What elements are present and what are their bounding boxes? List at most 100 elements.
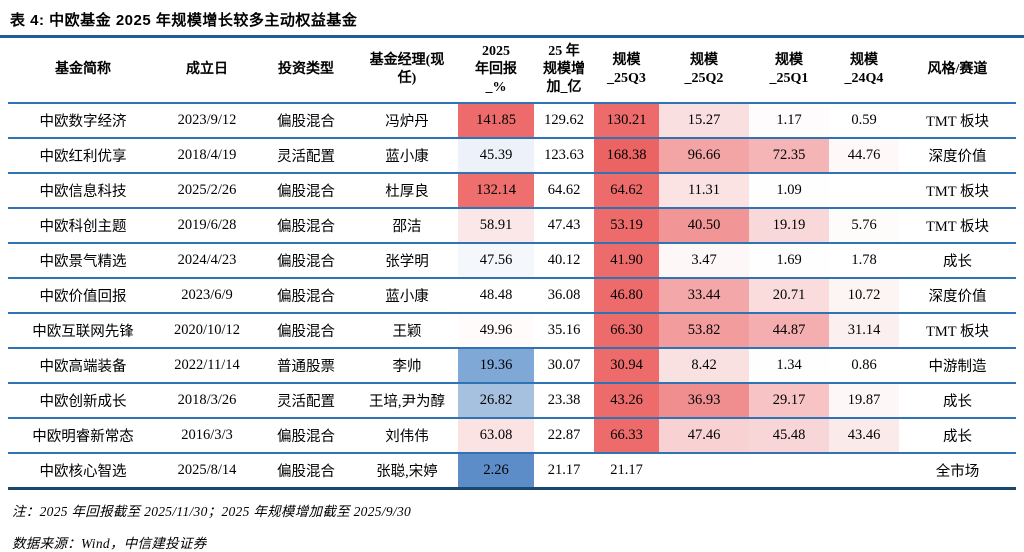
scale-25q1-cell: 29.17 — [749, 383, 829, 419]
scale-increase-2025-cell: 30.07 — [534, 348, 594, 384]
style-track-cell: 中游制造 — [899, 348, 1016, 384]
scale-increase-2025-cell: 23.38 — [534, 383, 594, 419]
return-2025-cell: 19.36 — [458, 348, 534, 384]
scale-increase-2025-cell: 123.63 — [534, 138, 594, 174]
return-2025-cell: 45.39 — [458, 138, 534, 174]
scale-increase-2025-cell: 21.17 — [534, 453, 594, 490]
col-header-fund-name: 基金简称 — [8, 38, 158, 104]
inception-date-cell: 2018/3/26 — [158, 383, 256, 419]
investment-type-cell: 偏股混合 — [256, 173, 356, 209]
style-track-cell: TMT 板块 — [899, 208, 1016, 244]
scale-24q4-cell: 1.78 — [829, 243, 899, 279]
scale-25q2-cell: 3.47 — [659, 243, 749, 279]
table-row: 中欧核心智选 2025/8/14 偏股混合 张聪,宋婷 2.26 21.17 21.17 全市… — [8, 453, 1016, 490]
table-row: 中欧明睿新常态 2016/3/3 偏股混合 刘伟伟 63.08 22.87 66.33 47.… — [8, 418, 1016, 454]
scale-25q2-cell: 47.46 — [659, 418, 749, 454]
style-track-cell: TMT 板块 — [899, 313, 1016, 349]
scale-25q3-cell: 53.19 — [594, 208, 659, 244]
fund-manager-cell: 王颖 — [356, 313, 458, 349]
inception-date-cell: 2018/4/19 — [158, 138, 256, 174]
scale-25q1-cell: 1.09 — [749, 173, 829, 209]
header-row: 基金简称 成立日 投资类型 基金经理(现 任) 2025 年回报 _% 25 年 规模增 … — [8, 38, 1016, 104]
return-2025-cell: 49.96 — [458, 313, 534, 349]
fund-manager-cell: 杜厚良 — [356, 173, 458, 209]
scale-24q4-cell — [829, 173, 899, 209]
col-header-scale-25q3: 规模 _25Q3 — [594, 38, 659, 104]
col-header-scale-25q1: 规模 _25Q1 — [749, 38, 829, 104]
fund-name-cell: 中欧价值回报 — [8, 278, 158, 314]
fund-name-cell: 中欧信息科技 — [8, 173, 158, 209]
scale-25q3-cell: 43.26 — [594, 383, 659, 419]
scale-increase-2025-cell: 36.08 — [534, 278, 594, 314]
return-2025-cell: 47.56 — [458, 243, 534, 279]
scale-25q3-cell: 130.21 — [594, 103, 659, 139]
scale-25q1-cell: 1.69 — [749, 243, 829, 279]
col-header-scale-increase-2025: 25 年 规模增 加_亿 — [534, 38, 594, 104]
fund-name-cell: 中欧创新成长 — [8, 383, 158, 419]
style-track-cell: 成长 — [899, 383, 1016, 419]
fund-name-cell: 中欧红利优享 — [8, 138, 158, 174]
return-2025-cell: 2.26 — [458, 453, 534, 490]
table-row: 中欧信息科技 2025/2/26 偏股混合 杜厚良 132.14 64.62 64.62 11… — [8, 173, 1016, 209]
style-track-cell: TMT 板块 — [899, 103, 1016, 139]
fund-name-cell: 中欧景气精选 — [8, 243, 158, 279]
scale-25q1-cell: 20.71 — [749, 278, 829, 314]
fund-manager-cell: 王培,尹为醇 — [356, 383, 458, 419]
investment-type-cell: 偏股混合 — [256, 313, 356, 349]
scale-25q2-cell: 53.82 — [659, 313, 749, 349]
investment-type-cell: 偏股混合 — [256, 453, 356, 490]
investment-type-cell: 普通股票 — [256, 348, 356, 384]
fund-name-cell: 中欧核心智选 — [8, 453, 158, 490]
fund-name-cell: 中欧互联网先锋 — [8, 313, 158, 349]
col-header-return-2025: 2025 年回报 _% — [458, 38, 534, 104]
scale-25q3-cell: 168.38 — [594, 138, 659, 174]
style-track-cell: 全市场 — [899, 453, 1016, 490]
investment-type-cell: 偏股混合 — [256, 278, 356, 314]
style-track-cell: TMT 板块 — [899, 173, 1016, 209]
return-2025-cell: 141.85 — [458, 103, 534, 139]
scale-increase-2025-cell: 40.12 — [534, 243, 594, 279]
fund-table: 基金简称 成立日 投资类型 基金经理(现 任) 2025 年回报 _% 25 年 规模增 … — [8, 38, 1016, 490]
scale-25q3-cell: 66.33 — [594, 418, 659, 454]
scale-25q2-cell — [659, 453, 749, 490]
col-header-investment-type: 投资类型 — [256, 38, 356, 104]
table-row: 中欧景气精选 2024/4/23 偏股混合 张学明 47.56 40.12 41.90 3.4… — [8, 243, 1016, 279]
scale-25q3-cell: 30.94 — [594, 348, 659, 384]
inception-date-cell: 2024/4/23 — [158, 243, 256, 279]
table-row: 中欧科创主题 2019/6/28 偏股混合 邵洁 58.91 47.43 53.19 40.5… — [8, 208, 1016, 244]
scale-24q4-cell: 43.46 — [829, 418, 899, 454]
scale-25q2-cell: 36.93 — [659, 383, 749, 419]
scale-25q1-cell — [749, 453, 829, 490]
table-row: 中欧价值回报 2023/6/9 偏股混合 蓝小康 48.48 36.08 46.80 33.4… — [8, 278, 1016, 314]
style-track-cell: 深度价值 — [899, 278, 1016, 314]
scale-25q2-cell: 96.66 — [659, 138, 749, 174]
col-header-scale-25q2: 规模 _25Q2 — [659, 38, 749, 104]
scale-25q2-cell: 8.42 — [659, 348, 749, 384]
col-header-inception-date: 成立日 — [158, 38, 256, 104]
fund-manager-cell: 张学明 — [356, 243, 458, 279]
return-2025-cell: 132.14 — [458, 173, 534, 209]
return-2025-cell: 26.82 — [458, 383, 534, 419]
inception-date-cell: 2023/6/9 — [158, 278, 256, 314]
scale-25q3-cell: 66.30 — [594, 313, 659, 349]
table-body: 中欧数字经济 2023/9/12 偏股混合 冯炉丹 141.85 129.62 130.21… — [8, 103, 1016, 490]
scale-increase-2025-cell: 47.43 — [534, 208, 594, 244]
scale-25q1-cell: 1.17 — [749, 103, 829, 139]
fund-name-cell: 中欧明睿新常态 — [8, 418, 158, 454]
scale-24q4-cell: 0.59 — [829, 103, 899, 139]
scale-24q4-cell: 19.87 — [829, 383, 899, 419]
inception-date-cell: 2025/2/26 — [158, 173, 256, 209]
table-row: 中欧红利优享 2018/4/19 灵活配置 蓝小康 45.39 123.63 168.38 9… — [8, 138, 1016, 174]
table-row: 中欧创新成长 2018/3/26 灵活配置 王培,尹为醇 26.82 23.38 43.26… — [8, 383, 1016, 419]
fund-manager-cell: 蓝小康 — [356, 138, 458, 174]
fund-manager-cell: 邵洁 — [356, 208, 458, 244]
scale-increase-2025-cell: 22.87 — [534, 418, 594, 454]
inception-date-cell: 2016/3/3 — [158, 418, 256, 454]
scale-24q4-cell: 5.76 — [829, 208, 899, 244]
scale-increase-2025-cell: 35.16 — [534, 313, 594, 349]
scale-25q3-cell: 64.62 — [594, 173, 659, 209]
fund-manager-cell: 李帅 — [356, 348, 458, 384]
style-track-cell: 深度价值 — [899, 138, 1016, 174]
inception-date-cell: 2020/10/12 — [158, 313, 256, 349]
investment-type-cell: 偏股混合 — [256, 243, 356, 279]
